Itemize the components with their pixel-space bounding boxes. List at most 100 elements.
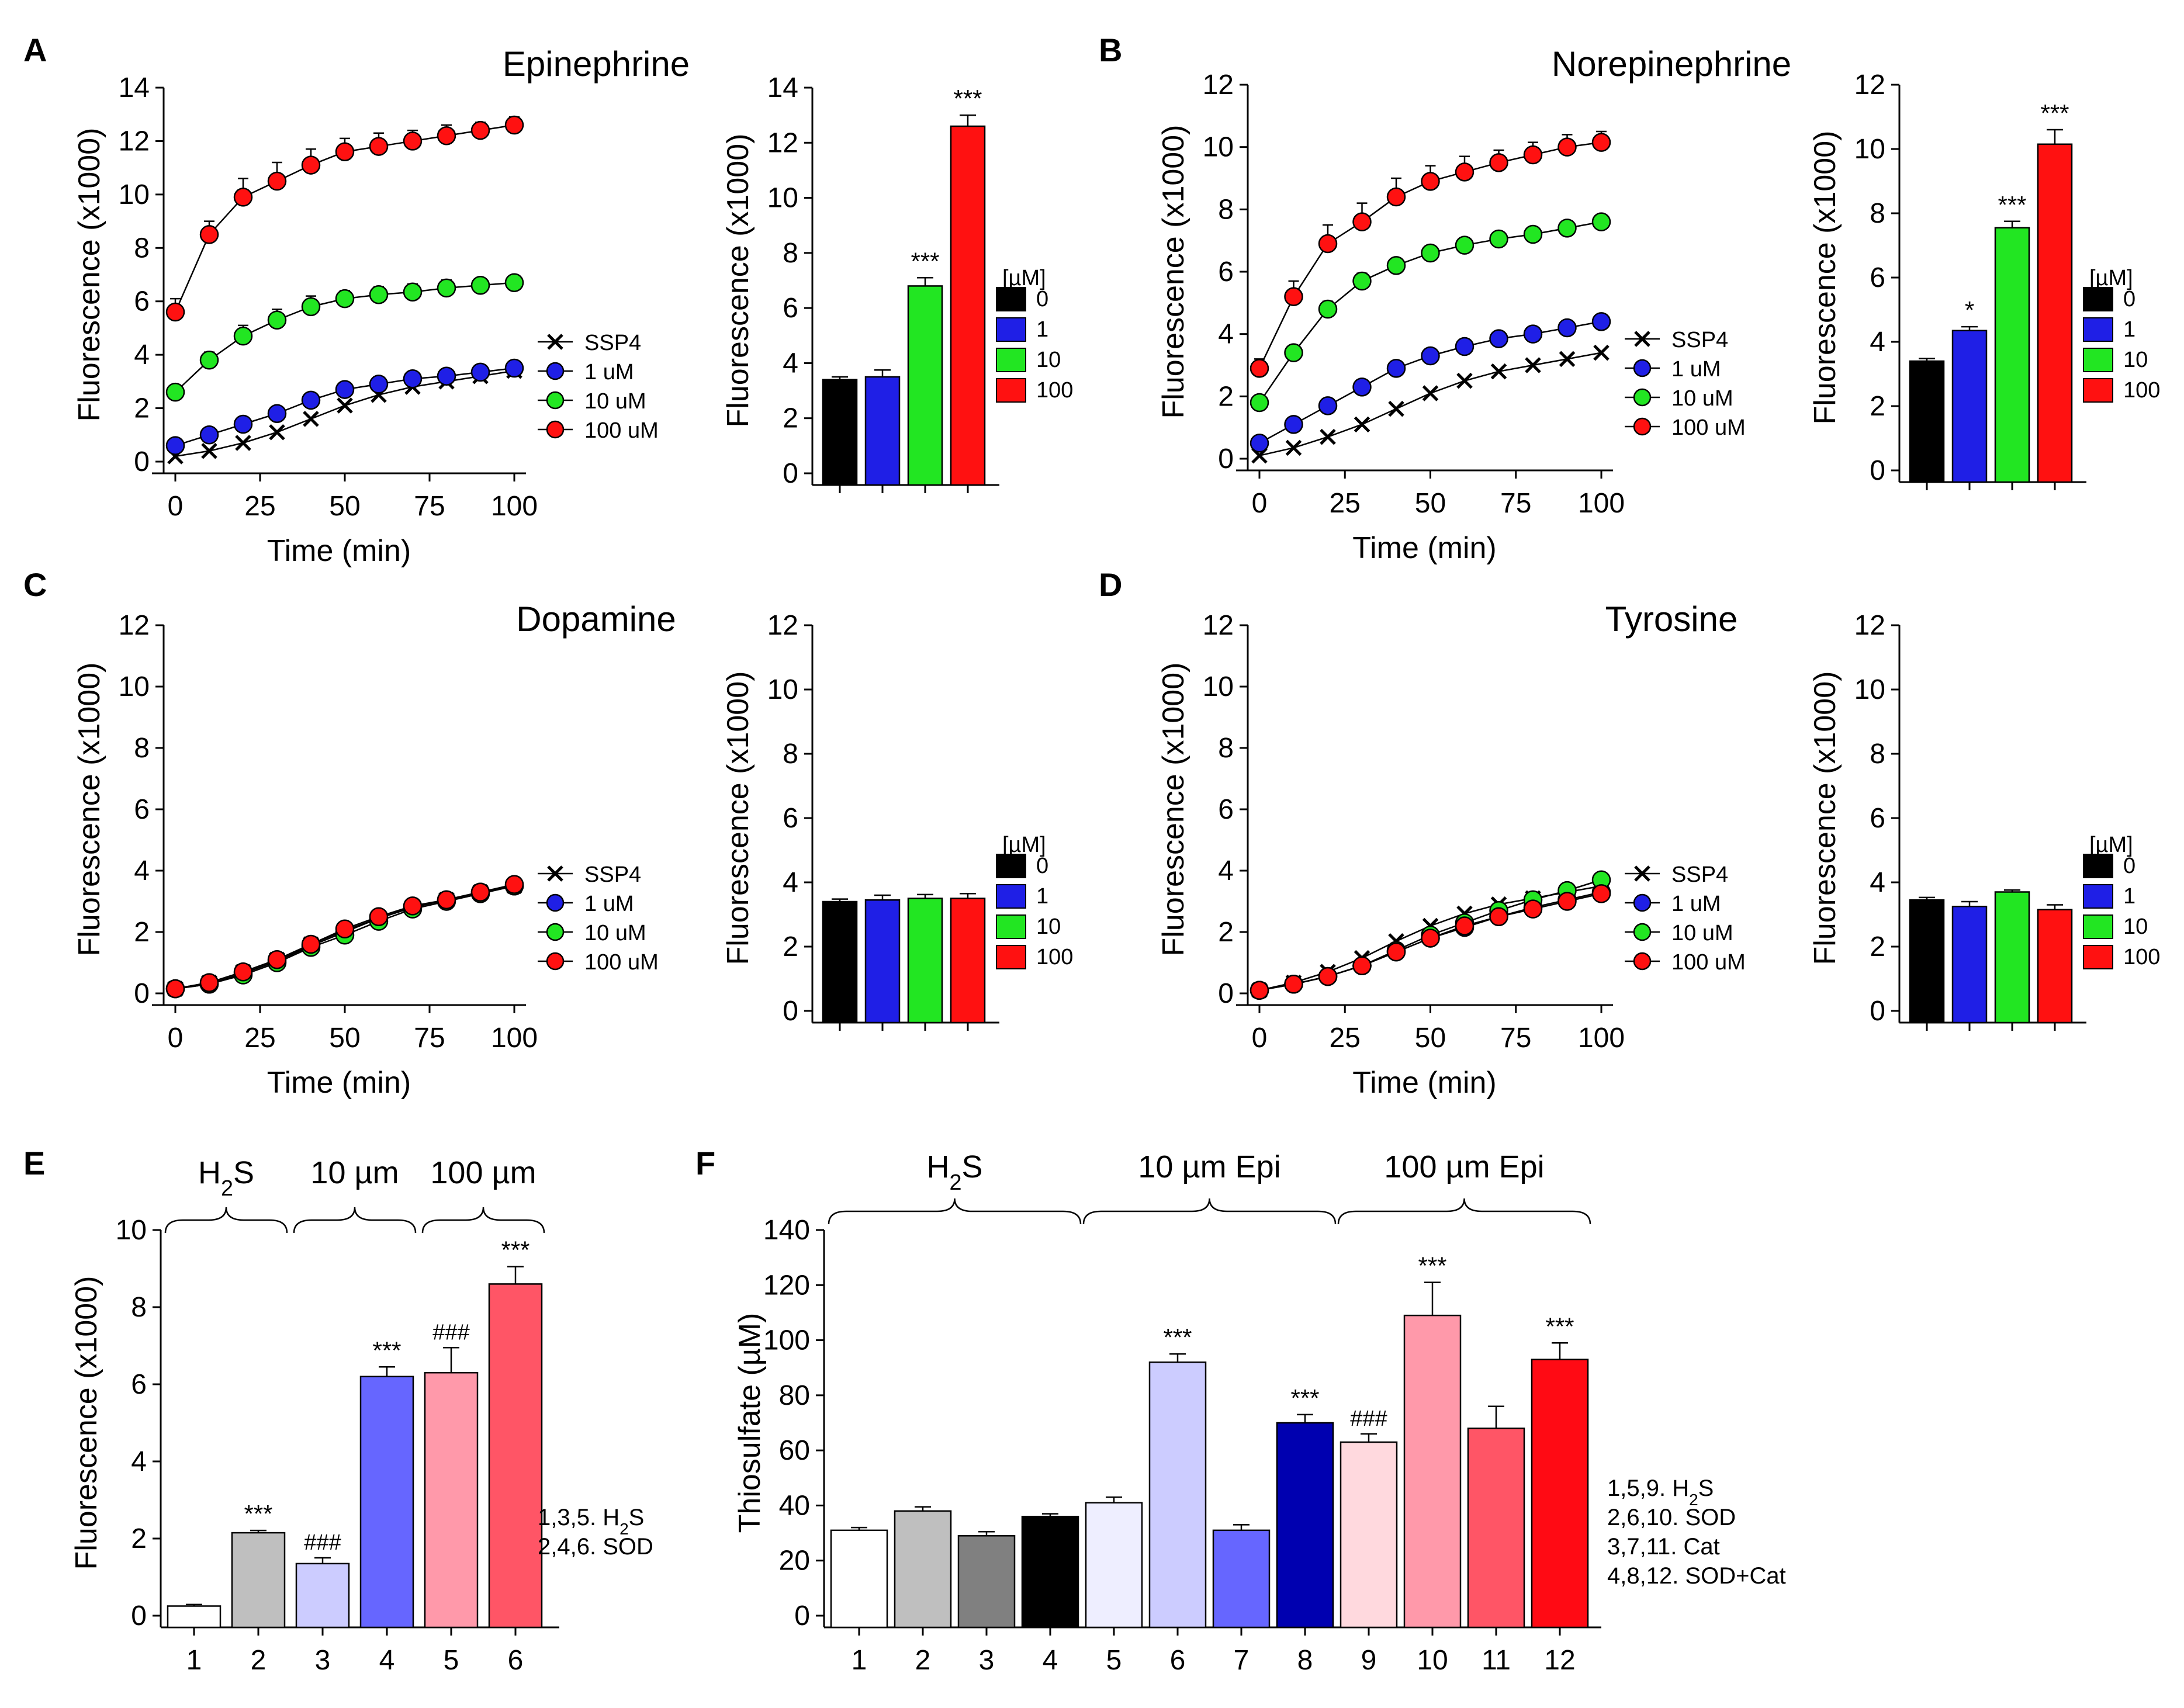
y-tick-label: 12 (767, 610, 798, 641)
circle-marker-icon (301, 155, 321, 175)
y-tick-label: 10 (767, 183, 798, 214)
circle-marker-icon (1591, 884, 1611, 903)
x-marker-stroke (235, 435, 251, 451)
circle-marker-icon (335, 142, 355, 161)
circle-marker-icon (1318, 234, 1338, 254)
y-tick-label: 10 (119, 179, 150, 210)
y-tick-label: 2 (134, 917, 150, 948)
circle-marker-icon (233, 962, 253, 982)
significance-label: *** (372, 1336, 401, 1364)
x-marker-stroke (303, 411, 319, 427)
y-tick-label: 8 (1218, 194, 1234, 225)
x-tick-label: 2 (251, 1645, 266, 1676)
panel-letter: B (1099, 32, 1122, 68)
circle-marker-icon (1591, 133, 1611, 152)
legend-swatch (996, 914, 1026, 939)
panel-letter: D (1099, 566, 1122, 603)
y-tick-label: 4 (1218, 855, 1234, 886)
y-tick-label: 10 (1854, 674, 1885, 705)
y-tick-label: 4 (783, 348, 798, 379)
chart-B-line: 0 2 4 6 8 10 12 Fluorescence (x1000) 0 25 50 75 100 T… (1099, 32, 1791, 565)
y-tick-label: 4 (134, 339, 150, 370)
circle-marker-icon (437, 366, 456, 386)
circle-marker-icon (470, 882, 490, 902)
bar (907, 285, 943, 486)
x-axis-title: Time (min) (1352, 531, 1497, 565)
legend-note-main: 2,6,10. SOD (1607, 1505, 1736, 1530)
y-tick-label: 0 (783, 458, 798, 489)
circle-marker-icon (199, 225, 219, 244)
x-tick-label: 6 (1170, 1645, 1186, 1676)
x-marker-stroke (1285, 439, 1302, 456)
circle-marker-icon (165, 979, 185, 999)
bar (907, 898, 943, 1024)
x-tick-label: 50 (1415, 488, 1446, 519)
legend-label: SSP4 (584, 862, 641, 887)
y-axis-title: Fluorescence (x1000) (72, 128, 106, 422)
significance-label: *** (1545, 1312, 1574, 1340)
circle-marker-icon (1633, 923, 1652, 941)
bar (1148, 1361, 1207, 1629)
bar (1403, 1314, 1462, 1629)
y-tick-label: 10 (767, 674, 798, 705)
y-tick-label: 2 (783, 403, 798, 434)
y-tick-label: 20 (779, 1546, 810, 1577)
x-marker-icon (1593, 344, 1610, 361)
legend-note: 3,7,11. Cat (1607, 1534, 1720, 1560)
circle-marker-icon (1455, 916, 1475, 936)
circle-marker-icon (1455, 162, 1475, 182)
legend-swatch (2083, 914, 2113, 939)
circle-marker-icon (1421, 346, 1440, 366)
legend-note-main: 4,8,12. SOD+Cat (1607, 1563, 1786, 1589)
legend-swatch (2083, 287, 2113, 311)
significance-label: *** (501, 1236, 529, 1264)
x-tick-label: 50 (329, 491, 360, 522)
group-label-main: H (926, 1149, 949, 1184)
bar (2037, 909, 2073, 1024)
y-tick-label: 8 (131, 1292, 147, 1323)
significance-label: *** (1998, 191, 2026, 219)
group-brace (164, 1207, 288, 1234)
circle-marker-icon (335, 289, 355, 309)
circle-marker-icon (1318, 966, 1338, 986)
x-tick-label: 1 (186, 1645, 202, 1676)
legend-label: 100 uM (1671, 950, 1746, 975)
x-marker-stroke (547, 865, 563, 882)
legend-label: 100 (2123, 378, 2160, 403)
y-tick-label: 0 (1218, 444, 1234, 474)
legend-label: 10 (2123, 348, 2148, 372)
circle-marker-icon (1489, 229, 1508, 249)
circle-marker-icon (437, 278, 456, 298)
bar (864, 376, 901, 486)
bar (830, 1529, 888, 1629)
circle-marker-icon (1352, 212, 1372, 231)
y-tick-label: 6 (134, 794, 150, 825)
legend-title: [µM] (2089, 833, 2133, 857)
group-label-sub: 2 (221, 1176, 233, 1201)
x-tick-label: 4 (379, 1645, 395, 1676)
x-marker-stroke (1490, 363, 1507, 380)
y-tick-label: 14 (119, 72, 150, 103)
circle-marker-icon (233, 188, 253, 207)
bar (424, 1371, 479, 1629)
chart-E-bar: 0 2 4 6 8 10 Fluorescence (x1000) E 1 *** 2 ### 3 ***… (23, 1145, 653, 1676)
y-tick-label: 2 (1870, 931, 1885, 962)
group-label-sub: 2 (949, 1170, 961, 1195)
legend-note: 1,3,5. H2S (538, 1505, 644, 1538)
x-marker-stroke (1634, 865, 1650, 882)
x-marker-icon (547, 865, 563, 882)
x-marker-icon (1559, 351, 1576, 368)
y-tick-label: 4 (134, 855, 150, 886)
bar (1909, 360, 1945, 483)
circle-marker-icon (470, 362, 490, 382)
x-tick-label: 75 (1500, 1023, 1531, 1054)
circle-marker-icon (504, 273, 524, 292)
circle-marker-icon (1386, 187, 1406, 207)
legend-label: 100 (2123, 945, 2160, 969)
x-tick-label: 3 (979, 1645, 995, 1676)
x-tick-label: 50 (1415, 1023, 1446, 1054)
y-tick-label: 4 (783, 867, 798, 898)
x-marker-icon (1456, 372, 1473, 389)
x-marker-stroke (547, 334, 563, 350)
y-axis-title: Fluorescence (x1000) (70, 1276, 103, 1570)
